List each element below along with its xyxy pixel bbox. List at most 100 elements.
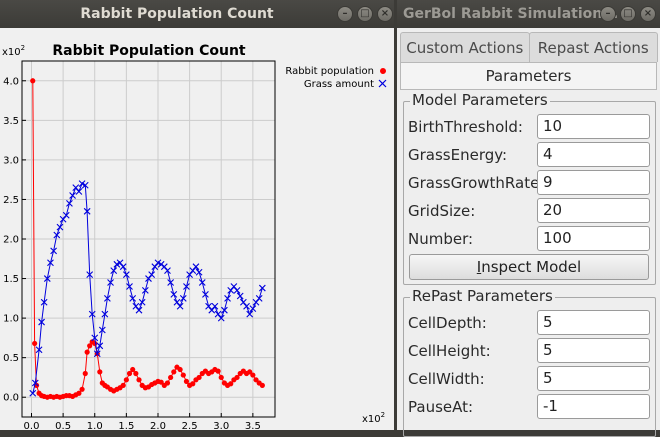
rabbit-data-point xyxy=(32,340,38,347)
cell-height-field[interactable]: 5 xyxy=(537,338,650,363)
close-icon[interactable]: × xyxy=(377,6,393,22)
legend-label-grass: Grass amount xyxy=(304,79,374,90)
rabbit-data-point xyxy=(130,366,136,373)
rabbit-data-point xyxy=(158,379,164,385)
rabbit-data-point xyxy=(30,78,36,84)
grass-data-point xyxy=(157,260,165,268)
grass-data-point xyxy=(29,389,37,397)
rabbit-data-point xyxy=(247,369,253,375)
rabbit-data-point xyxy=(136,377,142,383)
y-tick-label: 0.5 xyxy=(3,353,19,364)
grass-data-point xyxy=(167,279,175,286)
rabbit-data-point xyxy=(171,369,177,375)
param-label: Number: xyxy=(408,230,474,248)
param-row-birth-threshold: BirthThreshold: 10 xyxy=(408,114,653,140)
minimize-icon[interactable]: – xyxy=(337,6,353,22)
tab-parameters[interactable]: Parameters xyxy=(400,62,657,90)
series-line xyxy=(32,182,263,394)
y-tick-label: 4.0 xyxy=(3,76,19,87)
grid-size-field[interactable]: 20 xyxy=(537,198,650,223)
grass-data-point xyxy=(35,346,43,354)
grass-energy-field[interactable]: 4 xyxy=(537,142,650,167)
rabbit-data-point xyxy=(97,369,103,375)
birth-threshold-field[interactable]: 10 xyxy=(537,114,650,139)
grass-data-point xyxy=(233,287,241,294)
simulation-window-title: GerBol Rabbit Simulation... xyxy=(403,6,619,22)
grass-data-point xyxy=(148,271,156,278)
grass-data-point xyxy=(40,298,48,306)
rabbit-data-point xyxy=(87,343,93,349)
param-row-grass-growth-rate: GrassGrowthRate: 9 xyxy=(408,170,653,196)
param-label: GrassGrowthRate: xyxy=(408,174,545,192)
x-tick-label: 0.0 xyxy=(24,421,40,430)
grass-data-point xyxy=(53,231,61,239)
plot-grid xyxy=(22,61,275,417)
grass-data-point xyxy=(141,287,149,294)
grass-data-point xyxy=(208,306,216,314)
param-row-grass-energy: GrassEnergy: 4 xyxy=(408,142,653,168)
inspect-model-label: nspect Model xyxy=(481,258,582,276)
y-tick-label: 0.0 xyxy=(3,393,19,404)
cell-width-field[interactable]: 5 xyxy=(537,366,650,391)
grass-data-point xyxy=(129,294,137,302)
grass-data-point xyxy=(66,200,73,207)
rabbit-data-point xyxy=(215,368,221,374)
grass-data-point xyxy=(83,207,91,215)
x-tick-label: 2.0 xyxy=(150,421,166,430)
grass-growth-rate-field[interactable]: 9 xyxy=(537,170,650,195)
repast-parameters-group: RePast Parameters CellDepth: 5 CellHeigh… xyxy=(403,287,656,437)
grass-data-point xyxy=(160,263,168,271)
maximize-icon[interactable]: □ xyxy=(620,6,636,22)
chart-window-title: Rabbit Population Count xyxy=(80,6,274,22)
y-exponent-label: x102 xyxy=(2,44,25,58)
rabbit-data-point xyxy=(253,377,259,383)
grass-data-point xyxy=(62,211,70,219)
rabbit-data-point xyxy=(168,374,174,381)
legend-marker-rabbit xyxy=(380,68,386,74)
grass-data-point xyxy=(252,298,260,306)
grass-data-point xyxy=(227,287,235,294)
grass-data-point xyxy=(145,275,152,282)
y-axis-ticks: 0.0 0.5 1.0 1.5 2.0 2.5 3.0 3.5 4.0 xyxy=(3,76,26,404)
chart-window: Rabbit Population Count – □ × x102 Rabbi… xyxy=(0,0,394,430)
grass-data-point xyxy=(230,283,238,290)
chart-canvas: x102 Rabbit Population Count 0.0 0.5 1.0 1.… xyxy=(2,43,387,430)
grass-data-point xyxy=(205,302,212,310)
action-tabs: Custom Actions Repast Actions xyxy=(400,32,658,62)
grass-data-point xyxy=(170,290,178,298)
x-tick-label: 1.5 xyxy=(118,421,134,430)
cell-depth-field[interactable]: 5 xyxy=(537,310,650,335)
pause-at-field[interactable]: -1 xyxy=(537,394,650,419)
grass-data-point xyxy=(132,302,140,310)
rabbit-data-point xyxy=(126,370,133,377)
grass-data-point xyxy=(186,271,194,278)
param-label: PauseAt: xyxy=(408,398,474,416)
grass-data-point xyxy=(221,306,228,314)
grass-data-point xyxy=(179,294,187,302)
grass-data-point xyxy=(192,263,200,271)
grass-data-point xyxy=(135,306,143,314)
grass-data-point xyxy=(164,267,171,275)
y-tick-label: 3.0 xyxy=(3,155,19,166)
simulation-window-titlebar[interactable]: GerBol Rabbit Simulation... xyxy=(397,0,660,28)
tab-custom-actions[interactable]: Custom Actions xyxy=(400,32,530,62)
grass-data-point xyxy=(195,268,203,276)
y-tick-label: 3.5 xyxy=(3,116,19,127)
param-label: CellDepth: xyxy=(408,314,487,332)
tab-repast-actions[interactable]: Repast Actions xyxy=(528,32,658,62)
grass-data-point xyxy=(239,298,247,306)
grass-data-point xyxy=(75,188,83,195)
grass-data-point xyxy=(69,192,76,199)
number-field[interactable]: 100 xyxy=(537,226,650,251)
chart-window-titlebar[interactable]: Rabbit Population Count xyxy=(0,0,394,28)
grass-data-point xyxy=(258,284,266,292)
grass-data-point xyxy=(249,305,257,313)
grass-data-point xyxy=(173,298,181,306)
grass-data-point xyxy=(236,292,244,300)
maximize-icon[interactable]: □ xyxy=(357,6,373,22)
grass-data-point xyxy=(31,379,39,387)
grass-data-point xyxy=(93,350,101,358)
close-icon[interactable]: × xyxy=(640,6,656,22)
minimize-icon[interactable]: – xyxy=(600,6,616,22)
